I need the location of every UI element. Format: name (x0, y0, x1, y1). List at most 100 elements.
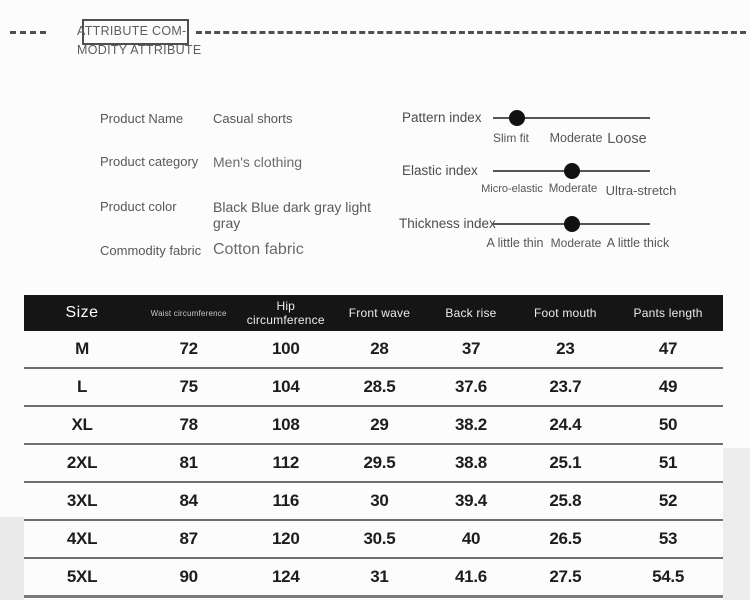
attribute-value: Black Blue dark gray light gray (213, 199, 371, 231)
size-cell: 3XL (66, 491, 98, 510)
value-cell: 30.5 (363, 529, 396, 548)
slider-tick: Moderate (550, 236, 602, 250)
dashed-line-left (10, 31, 46, 34)
slider-tick: Micro-elastic (481, 183, 543, 195)
value-cell: 51 (658, 453, 678, 472)
table-header-cell: Pants length (633, 306, 703, 320)
attribute-row-product-category: Product category Men's clothing (0, 154, 400, 176)
slider-knob[interactable] (508, 110, 525, 126)
attribute-label: Commodity fabric (100, 243, 202, 258)
slider-label: Thickness index (399, 216, 496, 231)
table-row: L 75 104 28.5 37.6 23.7 49 (24, 369, 723, 407)
value-cell: 30 (370, 491, 389, 510)
table-header-cell: Size (65, 304, 99, 321)
value-cell: 29 (370, 415, 389, 434)
value-cell: 25.8 (549, 491, 582, 510)
attribute-value: Men's clothing (213, 154, 303, 170)
page-title-box (82, 19, 189, 45)
value-cell: 28 (370, 339, 389, 358)
value-cell: 108 (272, 415, 300, 434)
dashed-line-right (196, 31, 746, 34)
attribute-row-product-color: Product color Black Blue dark gray light… (0, 199, 400, 231)
slider-tick: Ultra-stretch (605, 183, 677, 198)
value-cell: 25.1 (549, 453, 582, 472)
table-header-cell: Foot mouth (533, 306, 597, 320)
value-cell: 72 (179, 339, 198, 358)
value-cell: 47 (658, 339, 678, 358)
size-cell: 2XL (66, 453, 98, 472)
value-cell: 37.6 (455, 377, 487, 396)
value-cell: 28.5 (363, 377, 396, 396)
value-cell: 90 (179, 567, 198, 586)
attribute-value: Cotton fabric (213, 241, 304, 258)
table-body: M 72 100 28 37 23 47 L 75 104 28.5 37.6 23.7 49 XL 78 10… (24, 331, 723, 598)
slider-knob[interactable] (563, 163, 580, 179)
left-gutter (0, 517, 24, 600)
slider-tick: Slim fit (493, 131, 529, 145)
slider-tick: A little thin (486, 236, 544, 250)
slider-track[interactable] (493, 163, 650, 179)
value-cell: 39.4 (455, 491, 487, 510)
value-cell: 53 (658, 529, 678, 548)
attribute-label: Product category (100, 154, 199, 169)
attribute-row-product-name: Product Name Casual shorts (0, 111, 400, 133)
value-cell: 41.6 (455, 567, 487, 586)
size-cell: L (76, 377, 88, 396)
value-cell: 104 (272, 377, 300, 396)
value-cell: 23 (556, 339, 575, 358)
table-header-cell: Hip circumference (246, 299, 325, 327)
table-row: 3XL 84 116 30 39.4 25.8 52 (24, 483, 723, 521)
value-cell: 75 (179, 377, 198, 396)
value-cell: 78 (179, 415, 198, 434)
value-cell: 124 (272, 567, 300, 586)
value-cell: 112 (272, 453, 300, 472)
table-row: 4XL 87 120 30.5 40 26.5 53 (24, 521, 723, 559)
slider-tick: Loose (607, 131, 647, 147)
slider-track[interactable] (493, 110, 650, 126)
value-cell: 52 (658, 491, 678, 510)
attribute-value: Casual shorts (213, 111, 293, 126)
page-title: ATTRIBUTE COM- (77, 24, 187, 38)
value-cell: 31 (370, 567, 389, 586)
value-cell: 49 (658, 377, 678, 396)
value-cell: 81 (179, 453, 198, 472)
table-row: XL 78 108 29 38.2 24.4 50 (24, 407, 723, 445)
value-cell: 29.5 (363, 453, 396, 472)
slider-track[interactable] (493, 216, 650, 232)
size-table: Size Waist circumference Hip circumference… (24, 295, 723, 598)
slider-tick: Moderate (549, 131, 603, 145)
slider-pattern-index: Pattern index Slim fit Moderate Loose (0, 110, 750, 158)
table-header-cell: Back rise (445, 306, 497, 320)
slider-elastic-index: Elastic index Micro-elastic Moderate Ult… (0, 163, 750, 211)
value-cell: 27.5 (549, 567, 582, 586)
slider-label: Elastic index (402, 163, 478, 178)
table-row: 5XL 90 124 31 41.6 27.5 54.5 (24, 559, 723, 598)
table-row: 2XL 81 112 29.5 38.8 25.1 51 (24, 445, 723, 483)
value-cell: 40 (461, 529, 481, 548)
attribute-label: Product color (100, 199, 177, 214)
size-cell: 4XL (66, 529, 98, 548)
slider-tick: Moderate (548, 183, 598, 195)
attribute-label: Product Name (100, 111, 184, 126)
value-cell: 120 (272, 529, 300, 548)
page-title-wrap: MODITY ATTRIBUTE (77, 43, 202, 57)
attribute-row-commodity-fabric: Commodity fabric Cotton fabric (0, 241, 400, 265)
value-cell: 37 (461, 339, 481, 358)
table-header-cell: Front wave (348, 306, 411, 320)
value-cell: 23.7 (549, 377, 582, 396)
value-cell: 84 (179, 491, 198, 510)
value-cell: 50 (658, 415, 678, 434)
slider-tick: A little thick (606, 236, 670, 250)
slider-knob[interactable] (563, 216, 580, 232)
size-cell: M (75, 339, 89, 358)
value-cell: 54.5 (652, 567, 685, 586)
value-cell: 24.4 (549, 415, 582, 434)
slider-label: Pattern index (402, 110, 482, 125)
slider-thickness-index: Thickness index A little thin Moderate A… (0, 216, 750, 264)
value-cell: 38.8 (455, 453, 487, 472)
size-cell: XL (71, 415, 93, 434)
value-cell: 116 (272, 491, 300, 510)
value-cell: 38.2 (455, 415, 487, 434)
right-gutter (723, 448, 750, 600)
value-cell: 26.5 (549, 529, 582, 548)
